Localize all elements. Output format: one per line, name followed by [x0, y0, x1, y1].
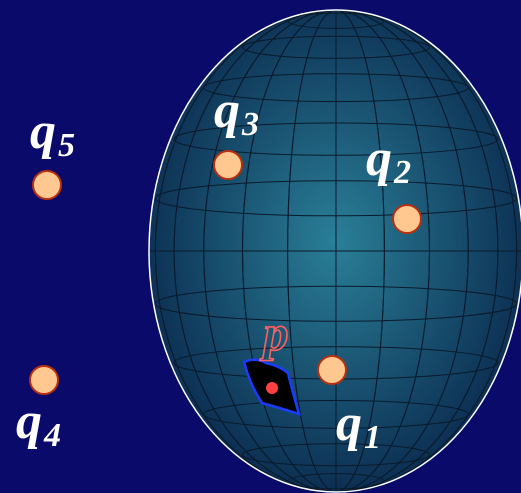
grid-longitude-line	[173, 10, 499, 492]
query-point-dot	[266, 382, 278, 394]
point-q2: q2	[366, 130, 422, 234]
point-q4-marker	[29, 365, 59, 395]
point-q5-label: q5	[30, 103, 75, 164]
point-q2-label: q2	[366, 130, 411, 191]
grid-longitude-line	[154, 10, 518, 492]
point-q5: q5	[30, 103, 75, 200]
sphere-outline	[148, 9, 521, 493]
point-q3: q3	[213, 82, 259, 180]
point-q1-label: q1	[336, 395, 381, 456]
query-label: p	[260, 305, 289, 361]
grid-longitude-line	[242, 10, 430, 492]
point-q3-label: q3	[214, 82, 259, 143]
point-q1: q1	[317, 355, 381, 456]
point-q1-marker	[317, 355, 347, 385]
point-q4: q4	[16, 365, 61, 454]
grid-longitude-line	[287, 10, 385, 492]
grid-longitude-line	[203, 10, 469, 492]
point-q3-marker	[213, 150, 243, 180]
sphere-grid	[149, 10, 521, 492]
point-q5-marker	[32, 170, 62, 200]
point-q2-marker	[392, 204, 422, 234]
point-q4-label: q4	[16, 393, 61, 454]
